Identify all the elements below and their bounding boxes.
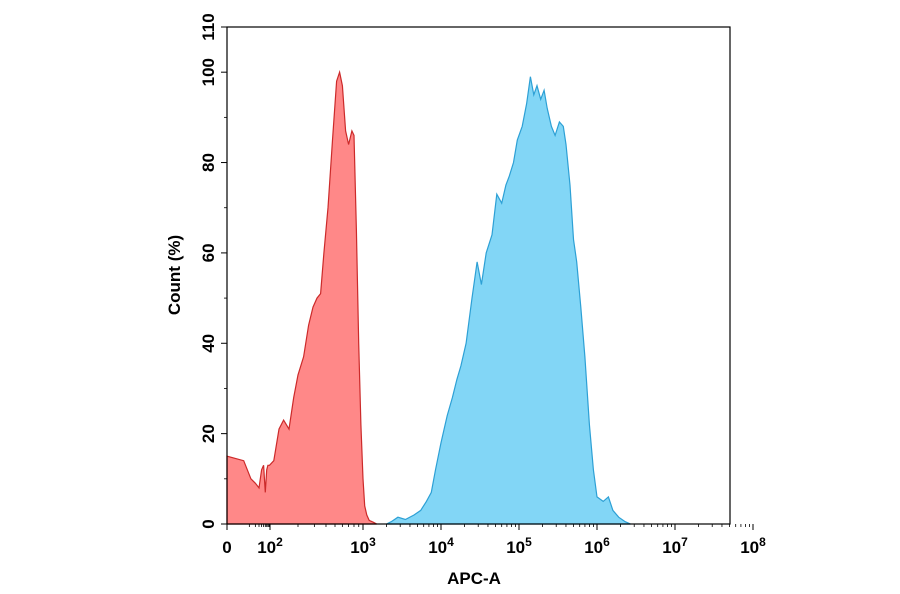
y-tick-label: 110: [199, 13, 218, 40]
series-2-area: [386, 76, 631, 525]
x-axis-title: APC-A: [447, 569, 501, 588]
y-tick-label: 20: [199, 424, 218, 443]
x-tick-label: 0: [222, 538, 231, 557]
y-axis-ticks: 0 20 40 60 80 100 110: [199, 13, 227, 529]
y-tick-label: 0: [199, 519, 218, 528]
x-axis-ticks: 0 102 103 104 105 106 107 108: [222, 524, 766, 557]
series-layer: [226, 69, 631, 525]
x-tick-label: 105: [506, 535, 532, 557]
series-1-area: [226, 69, 377, 525]
y-tick-label: 60: [199, 243, 218, 262]
y-tick-label: 100: [199, 58, 218, 86]
y-tick-label: 40: [199, 334, 218, 353]
x-tick-label: 106: [584, 535, 610, 557]
y-tick-label: 80: [199, 153, 218, 172]
x-tick-label: 107: [662, 535, 688, 557]
x-tick-label: 103: [350, 535, 376, 557]
y-axis-title: Count (%): [165, 235, 184, 315]
x-tick-label: 104: [428, 535, 454, 557]
x-tick-label: 102: [257, 535, 283, 557]
x-tick-label: 108: [740, 535, 766, 557]
